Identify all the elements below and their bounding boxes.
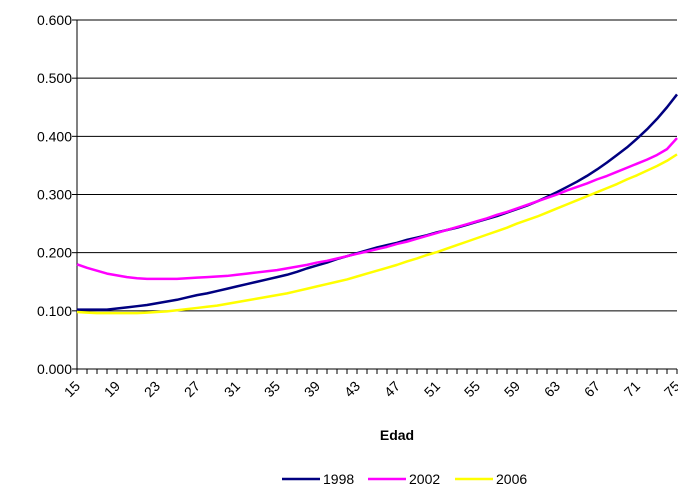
x-tick-label: 47 [381,378,403,400]
x-tick-label: 31 [221,378,243,400]
legend-label-2006: 2006 [496,471,527,487]
y-tick-label: 0.400 [37,128,72,144]
x-tick-label: 59 [501,378,523,400]
y-tick-label: 0.100 [37,303,72,319]
series-line-2002 [76,137,678,281]
y-axis-tick-labels: 0.000 0.100 0.200 0.300 0.400 0.500 0.600 [37,12,72,377]
x-tick-label: 67 [581,378,603,400]
y-tick-label: 0.500 [37,70,72,86]
x-tick-label: 63 [541,378,563,400]
legend: 1998 2002 2006 [282,471,527,487]
x-tick-label: 43 [341,378,363,400]
x-tick-label: 27 [181,378,203,400]
series-line-1998 [77,93,678,311]
x-tick-label: 15 [61,378,83,400]
legend-label-2002: 2002 [409,471,440,487]
gridlines [77,19,677,312]
y-tick-label: 0.300 [37,187,72,203]
y-tick-label: 0.200 [37,245,72,261]
x-tick-label: 23 [141,378,163,400]
series-lines [76,93,678,315]
x-tick-label: 39 [301,378,323,400]
x-tick-label: 35 [261,378,283,400]
x-tick-label: 55 [461,378,483,400]
x-axis-title: Edad [380,427,414,443]
x-tick-label: 19 [101,378,123,400]
x-axis-tick-labels: 15 19 23 27 31 35 39 43 47 51 55 59 63 67 71 75 [61,378,678,400]
legend-label-1998: 1998 [323,471,354,487]
axes [72,19,678,374]
y-tick-label: 0.000 [37,361,72,377]
y-tick-label: 0.600 [37,12,72,28]
x-tick-label: 51 [421,378,443,400]
x-tick-label: 71 [621,378,643,400]
x-tick-label: 75 [661,378,678,400]
series-line-2006 [76,153,678,315]
